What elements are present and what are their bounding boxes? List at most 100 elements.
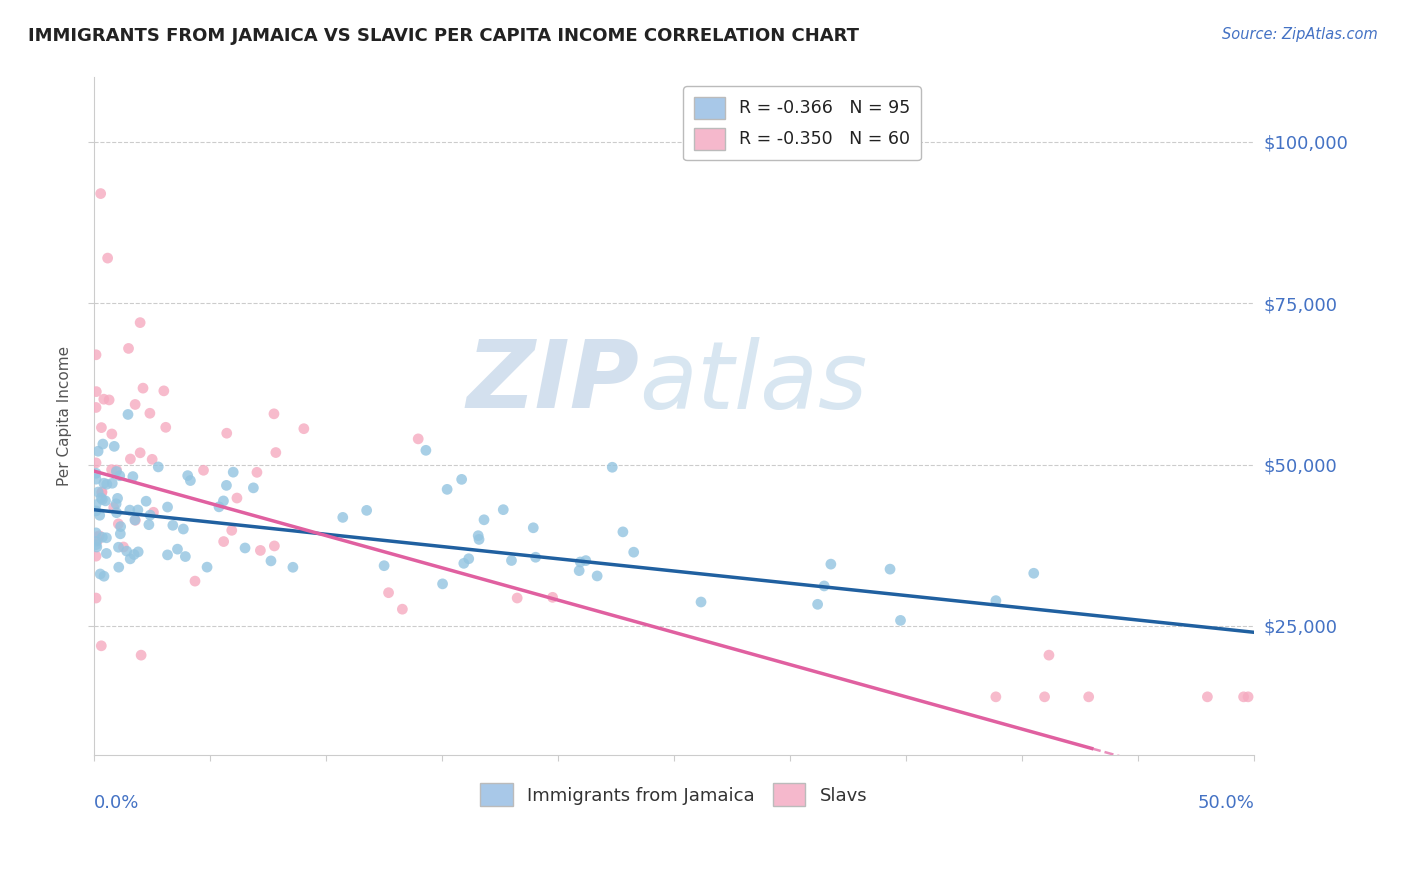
- Point: [391, 602, 413, 616]
- Point: [98, 392, 121, 407]
- Text: atlas: atlas: [640, 337, 868, 428]
- Point: [373, 558, 395, 573]
- Point: [103, 439, 125, 453]
- Point: [569, 555, 592, 569]
- Point: [568, 564, 591, 578]
- Point: [84, 498, 107, 512]
- Point: [506, 591, 529, 605]
- Point: [249, 543, 271, 558]
- Point: [524, 550, 547, 565]
- Point: [105, 463, 128, 477]
- Point: [612, 524, 634, 539]
- Point: [215, 426, 238, 441]
- Point: [541, 591, 564, 605]
- Point: [600, 460, 623, 475]
- Point: [129, 648, 152, 662]
- Point: [93, 476, 115, 491]
- Point: [90, 420, 112, 434]
- Text: Source: ZipAtlas.com: Source: ZipAtlas.com: [1222, 27, 1378, 42]
- Point: [889, 614, 911, 628]
- Point: [129, 316, 152, 330]
- Point: [124, 513, 146, 527]
- Point: [690, 595, 713, 609]
- Point: [263, 407, 285, 421]
- Point: [226, 491, 249, 505]
- Point: [1237, 690, 1260, 704]
- Point: [215, 478, 238, 492]
- Point: [174, 549, 197, 564]
- Point: [575, 553, 598, 567]
- Point: [166, 542, 188, 557]
- Point: [586, 569, 609, 583]
- Point: [172, 522, 194, 536]
- Point: [96, 531, 118, 545]
- Point: [122, 469, 145, 483]
- Point: [623, 545, 645, 559]
- Point: [90, 491, 112, 505]
- Text: IMMIGRANTS FROM JAMAICA VS SLAVIC PER CAPITA INCOME CORRELATION CHART: IMMIGRANTS FROM JAMAICA VS SLAVIC PER CA…: [28, 27, 859, 45]
- Point: [127, 545, 149, 559]
- Point: [90, 186, 112, 201]
- Point: [96, 546, 118, 560]
- Point: [93, 392, 115, 407]
- Point: [124, 513, 146, 527]
- Point: [84, 456, 107, 470]
- Point: [813, 579, 835, 593]
- Point: [117, 408, 139, 422]
- Point: [91, 530, 114, 544]
- Point: [184, 574, 207, 588]
- Legend: Immigrants from Jamaica, Slavs: Immigrants from Jamaica, Slavs: [474, 776, 875, 814]
- Point: [193, 463, 215, 477]
- Point: [467, 529, 489, 543]
- Point: [176, 468, 198, 483]
- Point: [1197, 690, 1219, 704]
- Point: [208, 500, 231, 514]
- Point: [807, 597, 830, 611]
- Point: [492, 502, 515, 516]
- Point: [110, 526, 132, 541]
- Point: [436, 483, 458, 497]
- Point: [87, 485, 110, 500]
- Point: [139, 406, 162, 420]
- Point: [86, 533, 108, 548]
- Point: [96, 477, 118, 491]
- Point: [84, 549, 107, 563]
- Point: [89, 566, 111, 581]
- Point: [84, 504, 107, 518]
- Point: [148, 459, 170, 474]
- Point: [415, 443, 437, 458]
- Point: [91, 437, 114, 451]
- Point: [89, 529, 111, 543]
- Point: [984, 593, 1007, 607]
- Point: [984, 690, 1007, 704]
- Y-axis label: Per Capita Income: Per Capita Income: [58, 346, 72, 486]
- Point: [84, 401, 107, 415]
- Point: [179, 474, 201, 488]
- Point: [108, 468, 131, 483]
- Point: [124, 397, 146, 411]
- Point: [127, 503, 149, 517]
- Point: [89, 508, 111, 523]
- Point: [212, 534, 235, 549]
- Point: [1232, 690, 1254, 704]
- Point: [332, 510, 354, 524]
- Point: [107, 491, 129, 506]
- Point: [139, 508, 162, 522]
- Point: [292, 422, 315, 436]
- Point: [87, 444, 110, 458]
- Point: [1038, 648, 1060, 662]
- Point: [105, 506, 128, 520]
- Point: [117, 342, 139, 356]
- Point: [86, 384, 108, 399]
- Point: [377, 585, 399, 599]
- Point: [84, 530, 107, 544]
- Point: [155, 420, 177, 434]
- Point: [246, 466, 269, 480]
- Point: [93, 569, 115, 583]
- Point: [110, 519, 132, 533]
- Point: [122, 548, 145, 562]
- Point: [281, 560, 304, 574]
- Point: [105, 497, 128, 511]
- Point: [820, 557, 842, 571]
- Point: [457, 551, 479, 566]
